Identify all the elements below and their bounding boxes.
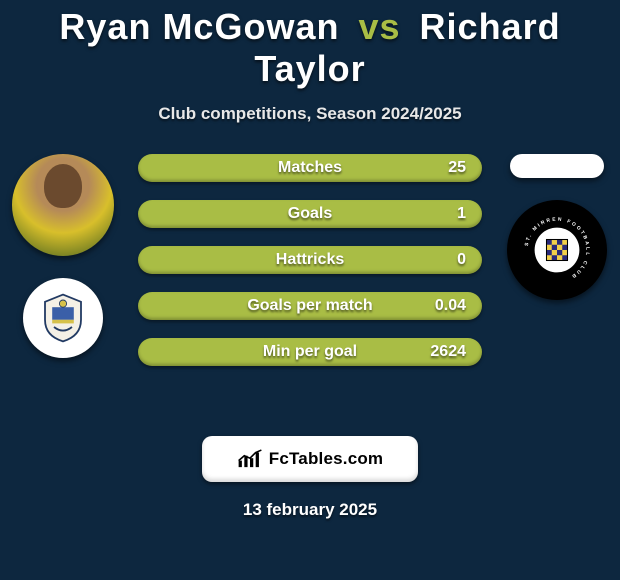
player2-club-crest: ST. MIRREN FOOTBALL CLUB (507, 200, 607, 300)
stat-label: Hattricks (276, 251, 344, 269)
stat-value: 0.04 (435, 297, 466, 315)
stat-label: Goals per match (247, 297, 372, 315)
stat-bars: Matches 25 Goals 1 Hattricks 0 Goals per… (138, 154, 482, 366)
left-column (8, 154, 118, 358)
stat-bar-matches: Matches 25 (138, 154, 482, 182)
vs-word: vs (358, 6, 400, 47)
date-text: 13 february 2025 (0, 500, 620, 520)
brand-text: FcTables.com (269, 449, 384, 469)
stat-bar-goals-per-match: Goals per match 0.04 (138, 292, 482, 320)
comparison-title: Ryan McGowan vs Richard Taylor (0, 0, 620, 90)
player1-avatar (12, 154, 114, 256)
right-column: ST. MIRREN FOOTBALL CLUB (502, 154, 612, 300)
bar-chart-icon (237, 448, 263, 470)
brand-badge: FcTables.com (202, 436, 418, 482)
player2-avatar (510, 154, 604, 178)
stat-value: 1 (457, 205, 466, 223)
stat-bar-goals: Goals 1 (138, 200, 482, 228)
stat-label: Goals (288, 205, 332, 223)
stat-label: Matches (278, 159, 342, 177)
subtitle: Club competitions, Season 2024/2025 (0, 104, 620, 124)
player1-club-crest (23, 278, 103, 358)
player1-name: Ryan McGowan (59, 6, 339, 47)
stat-value: 25 (448, 159, 466, 177)
stat-value: 2624 (430, 343, 466, 361)
stat-label: Min per goal (263, 343, 357, 361)
stat-value: 0 (457, 251, 466, 269)
comparison-content: ST. MIRREN FOOTBALL CLUB Matches 25 (0, 154, 620, 414)
stat-bar-hattricks: Hattricks 0 (138, 246, 482, 274)
stat-bar-min-per-goal: Min per goal 2624 (138, 338, 482, 366)
